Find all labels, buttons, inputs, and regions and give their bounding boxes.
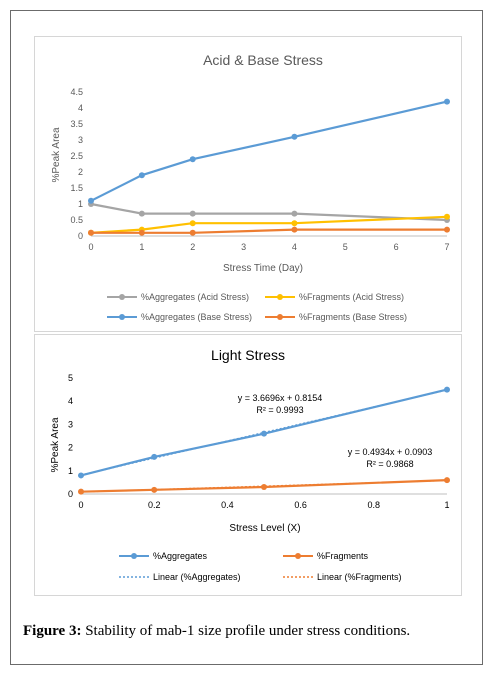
legend-marker: [295, 553, 301, 559]
legend: %Aggregates (Acid Stress) %Fragments (Aci…: [107, 292, 407, 322]
axes: 0 0.2 0.4 0.6 0.8 1 0 1 2 3 4 5: [68, 373, 450, 510]
y-tick-label: 2: [68, 443, 73, 453]
y-tick-label: 5: [68, 373, 73, 383]
y-tick-label: 1.5: [70, 183, 83, 193]
x-tick-label: 0.6: [294, 500, 307, 510]
series-line: [80, 388, 448, 477]
legend-label: %Aggregates: [153, 551, 208, 561]
y-axis-label: %Peak Area: [50, 417, 61, 472]
data-point: [88, 197, 94, 204]
legend-label: %Fragments: [317, 551, 369, 561]
figure-label: Figure 3:: [23, 623, 82, 639]
y-tick-label: 3.5: [70, 119, 83, 129]
data-point: [189, 210, 196, 217]
acid-base-chart-panel: Acid & Base Stress %Peak Area Stress Tim…: [34, 36, 462, 332]
x-tick-label: 3: [241, 242, 246, 252]
legend-marker: [119, 294, 125, 300]
data-point: [444, 386, 450, 393]
y-tick-label: 0: [78, 231, 83, 241]
data-point: [261, 430, 267, 437]
data-point: [189, 156, 196, 163]
data-point: [151, 486, 158, 493]
y-tick-label: 1: [78, 199, 83, 209]
figure-caption: Figure 3: Stability of mab-1 size profil…: [23, 623, 473, 640]
x-tick-label: 1: [444, 500, 449, 510]
legend-label: %Fragments (Acid Stress): [299, 292, 404, 302]
y-tick-label: 0.5: [70, 215, 83, 225]
data-point: [291, 210, 298, 217]
data-point: [78, 488, 84, 495]
data-point: [138, 229, 145, 236]
data-point: [291, 220, 298, 227]
x-tick-label: 0.8: [368, 500, 381, 510]
series-group: [78, 386, 450, 495]
y-tick-label: 0: [68, 489, 73, 499]
x-tick-label: 0.2: [148, 500, 161, 510]
figure-frame: [10, 10, 483, 665]
y-tick-label: 4: [78, 103, 83, 113]
y-tick-label: 3: [78, 135, 83, 145]
x-tick-label: 0: [78, 500, 83, 510]
legend: %Aggregates %Fragments Linear (%Aggregates…: [119, 551, 402, 582]
trendline-r2: R² = 0.9868: [366, 459, 413, 469]
data-point: [444, 98, 450, 105]
data-point: [189, 220, 196, 227]
chart-title: Acid & Base Stress: [203, 52, 323, 68]
y-tick-label: 1: [68, 466, 73, 476]
legend-marker: [277, 314, 283, 320]
data-point: [88, 229, 94, 236]
y-tick-label: 4: [68, 396, 73, 406]
series-line: [90, 202, 448, 222]
y-tick-label: 2.5: [70, 151, 83, 161]
legend-label: %Aggregates (Base Stress): [141, 312, 252, 322]
data-point: [151, 453, 158, 460]
y-tick-label: 2: [78, 167, 83, 177]
y-axis-label: %Peak Area: [51, 127, 62, 182]
data-point: [444, 226, 450, 233]
data-point: [291, 133, 298, 140]
legend-marker: [131, 553, 137, 559]
x-axis-label: Stress Time (Day): [223, 263, 303, 274]
trendline-equation: y = 3.6696x + 0.8154: [238, 393, 323, 403]
series-group: [88, 98, 450, 236]
x-tick-label: 0.4: [221, 500, 234, 510]
data-point: [78, 472, 84, 479]
data-point: [138, 172, 145, 179]
data-point: [291, 226, 298, 233]
legend-marker: [119, 314, 125, 320]
data-point: [444, 477, 450, 484]
chart-title: Light Stress: [211, 347, 285, 363]
legend-label: Linear (%Aggregates): [153, 572, 241, 582]
series-line: [80, 479, 448, 493]
axes: 0 1 2 3 4 5 6 7 0 0.5 1 1.5 2 2.5 3 3.5 4 4.5: [70, 87, 449, 252]
data-point: [261, 484, 267, 491]
legend-label: %Aggregates (Acid Stress): [141, 292, 249, 302]
x-tick-label: 6: [394, 242, 399, 252]
data-point: [444, 213, 450, 220]
x-tick-label: 7: [444, 242, 449, 252]
y-tick-label: 3: [68, 419, 73, 429]
x-axis-label: Stress Level (X): [229, 523, 300, 534]
trendline-r2: R² = 0.9993: [256, 405, 303, 415]
legend-marker: [277, 294, 283, 300]
x-tick-label: 4: [292, 242, 297, 252]
acid-base-chart: Acid & Base Stress %Peak Area Stress Tim…: [51, 52, 450, 322]
x-tick-label: 5: [343, 242, 348, 252]
series-line: [90, 100, 448, 202]
light-stress-chart-panel: Light Stress %Peak Area Stress Level (X)…: [34, 334, 462, 596]
figure-caption-text: Stability of mab-1 size profile under st…: [81, 623, 411, 639]
trendline-equation: y = 0.4934x + 0.0903: [348, 447, 433, 457]
trendline-annotations: y = 3.6696x + 0.8154 R² = 0.9993 y = 0.4…: [238, 393, 433, 469]
light-stress-chart: Light Stress %Peak Area Stress Level (X)…: [50, 347, 450, 582]
x-tick-label: 2: [190, 242, 195, 252]
legend-label: %Fragments (Base Stress): [299, 312, 407, 322]
data-point: [138, 210, 145, 217]
y-tick-label: 4.5: [70, 87, 83, 97]
legend-label: Linear (%Fragments): [317, 572, 402, 582]
x-tick-label: 1: [139, 242, 144, 252]
x-tick-label: 0: [88, 242, 93, 252]
data-point: [189, 229, 196, 236]
